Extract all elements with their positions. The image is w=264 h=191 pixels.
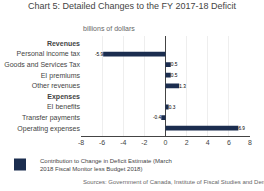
svg-text:6.9: 6.9 xyxy=(238,126,245,131)
svg-text:-6: -6 xyxy=(99,139,105,146)
svg-text:0.3: 0.3 xyxy=(169,105,176,110)
svg-text:billions of dollars: billions of dollars xyxy=(83,25,135,32)
svg-text:Revenues: Revenues xyxy=(47,40,80,47)
svg-text:-2: -2 xyxy=(141,139,147,146)
svg-text:Personal income tax: Personal income tax xyxy=(17,50,81,57)
svg-text:Operating expenses: Operating expenses xyxy=(17,125,80,133)
svg-text:-8: -8 xyxy=(78,139,84,146)
svg-text:Goods and Services Tax: Goods and Services Tax xyxy=(4,61,80,68)
svg-text:-5.9: -5.9 xyxy=(95,52,104,57)
svg-text:4: 4 xyxy=(206,139,210,146)
svg-text:1.3: 1.3 xyxy=(179,84,186,89)
svg-text:8: 8 xyxy=(248,139,252,146)
svg-text:Sources: Government of Canada,: Sources: Government of Canada, Institute… xyxy=(83,179,264,185)
svg-text:6: 6 xyxy=(227,139,231,146)
svg-text:Transfer payments: Transfer payments xyxy=(22,114,81,122)
svg-text:2: 2 xyxy=(185,139,189,146)
svg-text:Chart 5: Detailed Changes to t: Chart 5: Detailed Changes to the FY 2017… xyxy=(28,1,236,11)
svg-text:EI premiums: EI premiums xyxy=(41,72,81,80)
svg-text:0: 0 xyxy=(164,139,168,146)
svg-text:EI benefits: EI benefits xyxy=(47,103,81,110)
svg-text:-0.4: -0.4 xyxy=(153,115,162,120)
svg-text:0.5: 0.5 xyxy=(171,62,178,67)
svg-text:Contribution to Change in Defi: Contribution to Change in Deficit Estima… xyxy=(40,158,172,172)
svg-text:Expenses: Expenses xyxy=(47,93,80,101)
svg-text:-4: -4 xyxy=(120,139,126,146)
svg-text:0.5: 0.5 xyxy=(171,73,178,78)
svg-text:Other revenues: Other revenues xyxy=(32,82,81,89)
